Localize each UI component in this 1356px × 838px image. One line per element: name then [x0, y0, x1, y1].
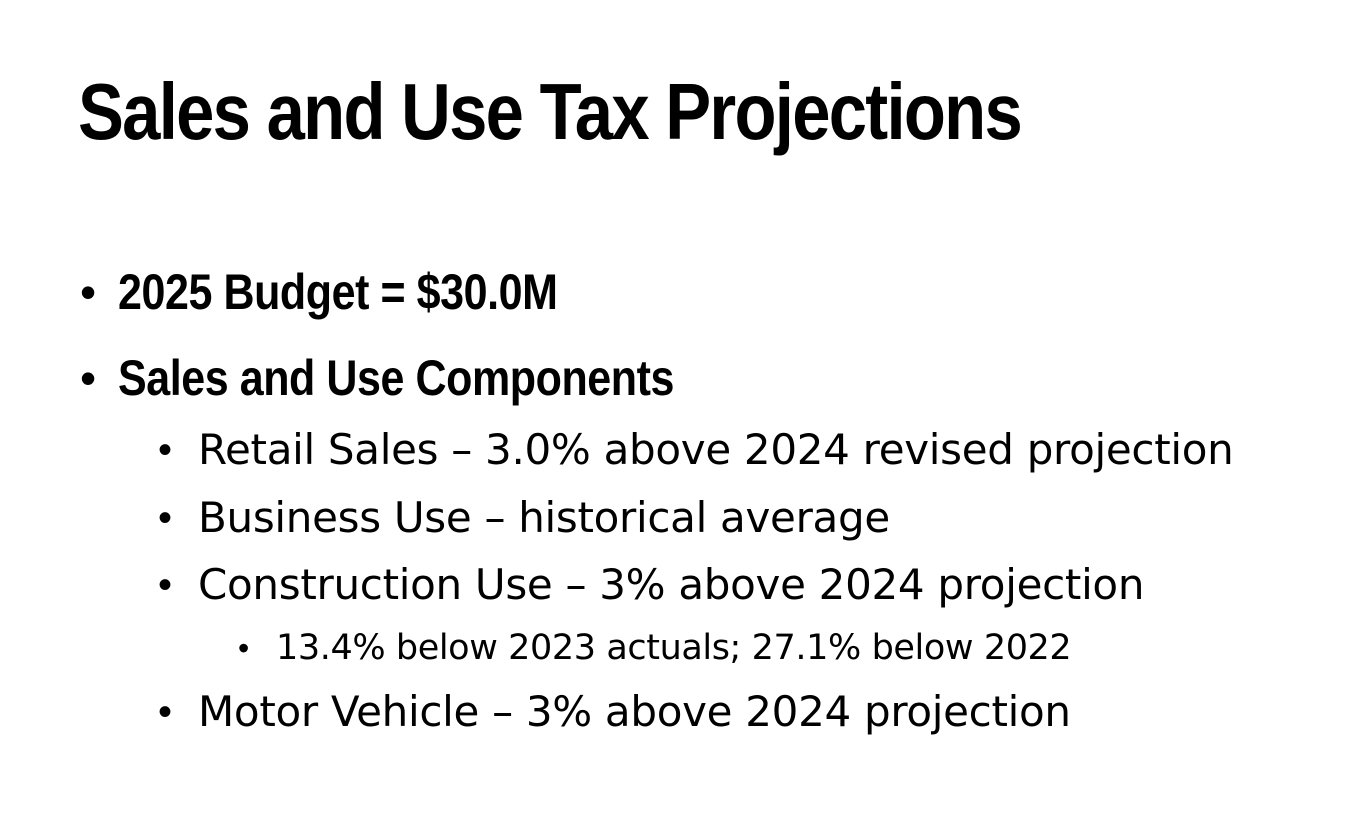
bullet-dot-icon: •: [80, 352, 96, 404]
bullet-dot-icon: •: [158, 496, 172, 540]
bullet-dot-icon: •: [158, 563, 172, 607]
construction-note-text: 13.4% below 2023 actuals; 27.1% below 20…: [276, 628, 1072, 668]
bullet-components-text: Sales and Use Components: [118, 350, 674, 406]
bullet-components: • Sales and Use Components: [80, 348, 765, 408]
sub-bullet-motor-vehicle: • Motor Vehicle – 3% above 2024 projecti…: [158, 686, 1071, 738]
sub-bullet-business-use-text: Business Use – historical average: [198, 493, 890, 542]
bullet-budget-text: 2025 Budget = $30.0M: [118, 264, 558, 320]
sub-sub-bullet-construction-note: • 13.4% below 2023 actuals; 27.1% below …: [238, 626, 1072, 670]
sub-bullet-construction-use-text: Construction Use – 3% above 2024 project…: [198, 560, 1145, 609]
bullet-dot-icon: •: [158, 690, 172, 734]
sub-bullet-retail-sales: • Retail Sales – 3.0% above 2024 revised…: [158, 424, 1234, 476]
bullet-dot-icon: •: [158, 428, 172, 472]
bullet-dot-icon: •: [238, 630, 249, 666]
bullet-budget: • 2025 Budget = $30.0M: [80, 262, 629, 322]
sub-bullet-business-use: • Business Use – historical average: [158, 492, 890, 544]
sub-bullet-motor-vehicle-text: Motor Vehicle – 3% above 2024 projection: [198, 687, 1071, 736]
bullet-dot-icon: •: [80, 266, 96, 318]
sub-bullet-retail-sales-text: Retail Sales – 3.0% above 2024 revised p…: [198, 425, 1234, 474]
sub-bullet-construction-use: • Construction Use – 3% above 2024 proje…: [158, 559, 1145, 611]
slide-title: Sales and Use Tax Projections: [78, 67, 1023, 156]
